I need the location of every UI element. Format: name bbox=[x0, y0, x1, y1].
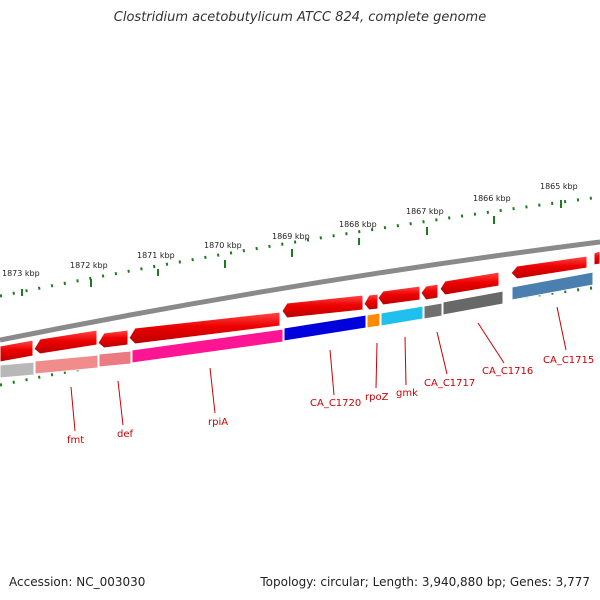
label-leaders bbox=[70, 306, 567, 432]
cds-arrow[interactable] bbox=[377, 285, 421, 306]
gene-label-CA_C1716[interactable]: CA_C1716 bbox=[482, 366, 533, 377]
gene-label-def[interactable]: def bbox=[117, 429, 134, 440]
scale-label-1871: 1871 kbp bbox=[137, 251, 175, 260]
accession-text: Accession: NC_003030 bbox=[9, 575, 146, 589]
gene-label-gmk[interactable]: gmk bbox=[396, 388, 418, 399]
cds-arrow[interactable] bbox=[363, 293, 379, 311]
scale-label-1870: 1870 kbp bbox=[204, 241, 242, 250]
feature-def[interactable] bbox=[98, 350, 132, 368]
feature-gmk[interactable] bbox=[380, 305, 424, 327]
genome-backbone bbox=[0, 239, 600, 343]
scale-label-1873: 1873 kbp bbox=[2, 269, 40, 278]
gene-label-fmt[interactable]: fmt bbox=[67, 435, 84, 446]
scale-labels: 1865 kbp 1866 kbp 1867 kbp 1868 kbp 1869… bbox=[2, 182, 578, 278]
feature-rpiA[interactable] bbox=[131, 328, 284, 364]
cds-arrow[interactable] bbox=[439, 271, 500, 296]
feature-CA_C1720[interactable] bbox=[283, 314, 367, 342]
genome-stats-text: Topology: circular; Length: 3,940,880 bp… bbox=[260, 575, 590, 589]
major-ticks bbox=[21, 200, 562, 296]
cds-arrow[interactable] bbox=[97, 329, 129, 349]
feature-segment[interactable] bbox=[0, 361, 35, 379]
feature-fmt[interactable] bbox=[34, 354, 99, 375]
gene-label-CA_C1720[interactable]: CA_C1720 bbox=[310, 398, 361, 409]
scale-label-1869: 1869 kbp bbox=[272, 232, 310, 241]
cds-arrow[interactable] bbox=[420, 283, 439, 301]
gene-label-CA_C1717[interactable]: CA_C1717 bbox=[424, 378, 475, 389]
feature-CA_C1717[interactable] bbox=[423, 302, 443, 320]
gene-label-rpoZ[interactable]: rpoZ bbox=[365, 392, 389, 403]
cds-arrow[interactable] bbox=[281, 294, 364, 319]
feature-CA_C1715[interactable] bbox=[511, 271, 594, 301]
scale-label-1868: 1868 kbp bbox=[339, 220, 377, 229]
feature-rpoZ[interactable] bbox=[366, 312, 381, 329]
scale-label-1866: 1866 kbp bbox=[473, 194, 511, 203]
cds-track bbox=[0, 250, 600, 363]
cds-arrow[interactable] bbox=[33, 329, 98, 355]
gene-labels: fmt def rpiA CA_C1720 rpoZ gmk CA_C1717 … bbox=[67, 355, 594, 446]
scale-label-1865: 1865 kbp bbox=[540, 182, 578, 191]
feature-CA_C1716[interactable] bbox=[442, 290, 504, 316]
cds-arrow[interactable] bbox=[593, 250, 600, 266]
map-title: Clostridium acetobutylicum ATCC 824, com… bbox=[113, 10, 487, 25]
cds-arrow[interactable] bbox=[0, 339, 34, 363]
cds-arrow[interactable] bbox=[510, 255, 588, 280]
scale-label-1867: 1867 kbp bbox=[406, 207, 444, 216]
gene-label-CA_C1715[interactable]: CA_C1715 bbox=[543, 355, 594, 366]
feature-track bbox=[0, 271, 594, 379]
scale-label-1872: 1872 kbp bbox=[70, 261, 108, 270]
cds-arrow[interactable] bbox=[128, 311, 281, 345]
gene-label-rpiA[interactable]: rpiA bbox=[208, 417, 228, 428]
